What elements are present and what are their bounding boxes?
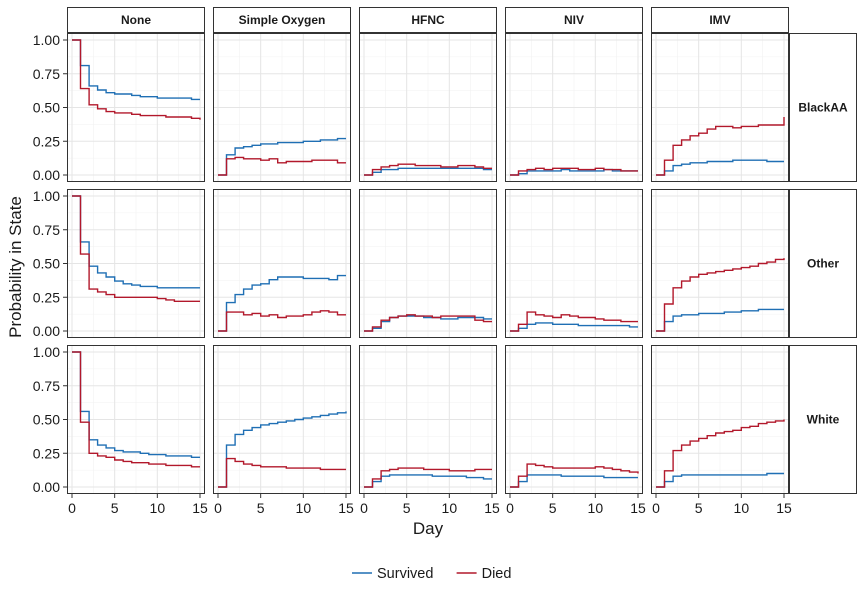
series-line-died-blackaa-hfnc	[364, 163, 492, 176]
x-tick-label: 15	[484, 500, 500, 516]
facet-strip-imv	[651, 7, 789, 33]
series-line-survived-blackaa-hfnc	[364, 167, 492, 176]
y-tick-label: 0.50	[33, 412, 60, 428]
facet-label-white: White	[807, 413, 840, 427]
x-tick-label: 0	[68, 500, 76, 516]
panel-border-other-niv	[505, 189, 643, 338]
series-line-died-blackaa-none	[72, 39, 201, 120]
series-line-survived-white-imv	[656, 472, 784, 488]
facet-label-blackaa: BlackAA	[798, 101, 848, 115]
series-line-died-other-hfnc	[364, 314, 492, 332]
series-line-died-other-niv	[510, 311, 638, 332]
panel-border-white-simple-oxygen	[213, 345, 351, 494]
y-tick-label: 0.75	[33, 222, 60, 238]
y-tick-label: 1.00	[33, 188, 60, 204]
x-tick-label: 15	[338, 500, 354, 516]
series-line-survived-white-niv	[510, 474, 638, 488]
facet-strip-simple-oxygen	[213, 7, 351, 33]
x-axis-title: Day	[413, 519, 444, 538]
panel-border-other-imv	[651, 189, 789, 338]
facet-label-niv: NIV	[564, 13, 584, 27]
x-tick-label: 15	[192, 500, 208, 516]
y-tick-label: 0.50	[33, 100, 60, 116]
panel-border-white-hfnc	[359, 345, 497, 494]
x-tick-label: 5	[695, 500, 703, 516]
panel-border-blackaa-simple-oxygen	[213, 33, 351, 182]
series-line-died-white-none	[72, 351, 200, 468]
x-tick-label: 10	[442, 500, 458, 516]
y-axis-title: Probability in State	[6, 196, 25, 338]
facet-strip-hfnc	[359, 7, 497, 33]
x-tick-label: 10	[734, 500, 750, 516]
x-tick-label: 10	[296, 500, 312, 516]
facet-label-hfnc: HFNC	[411, 13, 445, 27]
y-tick-label: 0.25	[33, 445, 60, 461]
y-tick-label: 0.00	[33, 167, 60, 183]
y-tick-label: 1.00	[33, 32, 60, 48]
x-tick-label: 10	[150, 500, 166, 516]
x-tick-label: 15	[630, 500, 646, 516]
series-line-died-other-imv	[656, 258, 785, 332]
panel-border-other-none	[67, 189, 205, 338]
y-tick-label: 1.00	[33, 344, 60, 360]
series-line-died-white-niv	[510, 463, 639, 488]
panel-border-blackaa-none	[67, 33, 205, 182]
series-line-died-blackaa-simple-oxygen	[218, 156, 346, 176]
series-line-died-blackaa-imv	[656, 117, 785, 176]
facet-label-imv: IMV	[709, 13, 730, 27]
facet-strip-none	[67, 7, 205, 33]
x-tick-label: 5	[403, 500, 411, 516]
x-tick-label: 10	[588, 500, 604, 516]
panel-border-white-imv	[651, 345, 789, 494]
y-tick-label: 0.00	[33, 323, 60, 339]
series-line-died-blackaa-niv	[510, 167, 638, 176]
x-tick-label: 5	[111, 500, 119, 516]
series-line-survived-white-none	[72, 351, 200, 458]
series-line-survived-other-imv	[656, 308, 784, 332]
series-line-died-white-hfnc	[364, 467, 492, 488]
x-tick-label: 0	[506, 500, 514, 516]
panel-border-blackaa-hfnc	[359, 33, 497, 182]
y-tick-label: 0.00	[33, 479, 60, 495]
series-line-died-other-none	[72, 195, 200, 302]
facet-label-other: Other	[807, 257, 839, 271]
facet-strip-blackaa	[789, 33, 857, 182]
series-line-survived-blackaa-none	[72, 39, 200, 101]
series-line-died-other-simple-oxygen	[218, 310, 346, 332]
series-line-survived-blackaa-simple-oxygen	[218, 137, 346, 176]
series-line-died-white-simple-oxygen	[218, 457, 346, 488]
series-line-survived-blackaa-imv	[656, 159, 784, 176]
series-line-survived-other-simple-oxygen	[218, 274, 346, 332]
series-line-died-white-imv	[656, 419, 785, 488]
facet-strip-other	[789, 189, 857, 338]
y-tick-label: 0.75	[33, 378, 60, 394]
x-tick-label: 15	[776, 500, 792, 516]
x-tick-label: 0	[360, 500, 368, 516]
series-line-survived-other-niv	[510, 322, 638, 332]
x-tick-label: 0	[652, 500, 660, 516]
panel-border-white-niv	[505, 345, 643, 494]
x-tick-label: 5	[257, 500, 265, 516]
series-line-survived-white-simple-oxygen	[218, 411, 347, 488]
panel-border-blackaa-imv	[651, 33, 789, 182]
y-tick-label: 0.50	[33, 256, 60, 272]
y-tick-label: 0.25	[33, 133, 60, 149]
legend-label-died: Died	[482, 566, 512, 582]
x-tick-label: 0	[214, 500, 222, 516]
facet-label-none: None	[121, 13, 151, 27]
y-tick-label: 0.75	[33, 66, 60, 82]
panel-border-white-none	[67, 345, 205, 494]
legend-label-survived: Survived	[377, 566, 433, 582]
panel-border-blackaa-niv	[505, 33, 643, 182]
y-tick-label: 0.25	[33, 289, 60, 305]
x-tick-label: 5	[549, 500, 557, 516]
panel-border-other-simple-oxygen	[213, 189, 351, 338]
facet-strip-niv	[505, 7, 643, 33]
panel-border-other-hfnc	[359, 189, 497, 338]
facet-strip-white	[789, 345, 857, 494]
facet-label-simple-oxygen: Simple Oxygen	[239, 13, 326, 27]
